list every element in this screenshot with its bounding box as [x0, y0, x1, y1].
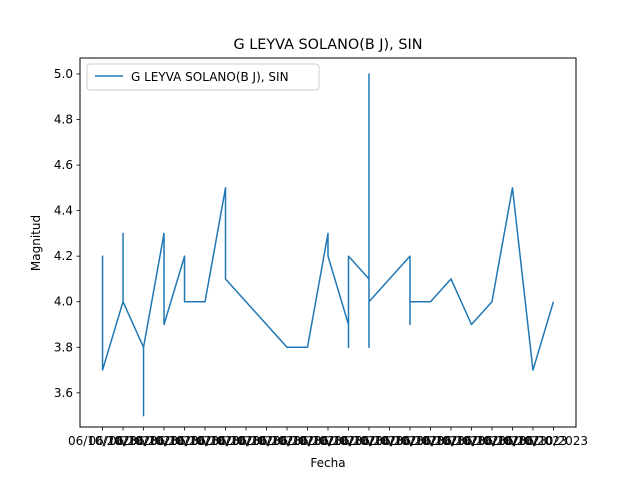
plot-area — [101, 73, 555, 417]
x-tick-label: 06/10/2023 — [211, 434, 280, 448]
x-tick-label: 06/10/2023 — [396, 434, 465, 448]
y-tick-label: 3.6 — [54, 386, 73, 400]
x-tick-label: 06/10/2023 — [252, 434, 321, 448]
x-tick-label: 06/10/2023 — [68, 434, 137, 448]
series-line — [101, 73, 555, 417]
x-tick-label: 06/10/2023 — [273, 434, 342, 448]
x-tick-label: 06/10/2023 — [498, 434, 567, 448]
y-tick-label: 3.8 — [54, 340, 73, 354]
x-tick-label: 06/10/2023 — [314, 434, 383, 448]
y-axis-label: Magnitud — [29, 215, 43, 271]
x-tick-label: 06/10/2023 — [293, 434, 362, 448]
legend-entry-label: G LEYVA SOLANO(B J), SIN — [131, 70, 289, 84]
x-tick-label: 06/10/2023 — [109, 434, 178, 448]
y-tick-label: 4.6 — [54, 158, 73, 172]
x-axis-label: Fecha — [310, 456, 345, 470]
x-tick-label: 06/10/2023 — [334, 434, 403, 448]
x-tick-label: 06/10/2023 — [416, 434, 485, 448]
x-tick-label: 06/10/2023 — [170, 434, 239, 448]
x-tick-label: 06/10/2023 — [437, 434, 506, 448]
x-tick-label: 06/10/2023 — [478, 434, 547, 448]
x-tick-label: 06/10/2023 — [355, 434, 424, 448]
y-tick-label: 4.8 — [54, 113, 73, 127]
y-tick-label: 4.0 — [54, 295, 73, 309]
y-axis: 3.6 3.8 4.0 4.2 4.4 4.6 4.8 5.0 — [54, 67, 80, 400]
x-tick-label: 06/10/2023 — [88, 434, 157, 448]
x-tick-label: 06/10/2023 — [519, 434, 588, 448]
x-axis: 06/10/202306/10/202306/10/202306/10/2023… — [68, 427, 588, 448]
y-tick-label: 4.2 — [54, 249, 73, 263]
y-tick-label: 5.0 — [54, 67, 73, 81]
chart-title: G LEYVA SOLANO(B J), SIN — [234, 37, 423, 53]
x-tick-label: 06/10/2023 — [150, 434, 219, 448]
legend-box — [86, 63, 320, 91]
x-tick-label: 06/10/2023 — [129, 434, 198, 448]
x-tick-label: 06/10/2023 — [232, 434, 301, 448]
x-tick-label: 06/10/2023 — [191, 434, 260, 448]
x-tick-label: 06/10/2023 — [457, 434, 526, 448]
y-tick-label: 4.4 — [54, 204, 73, 218]
x-tick-label: 06/10/2023 — [375, 434, 444, 448]
legend: G LEYVA SOLANO(B J), SIN — [86, 63, 320, 91]
